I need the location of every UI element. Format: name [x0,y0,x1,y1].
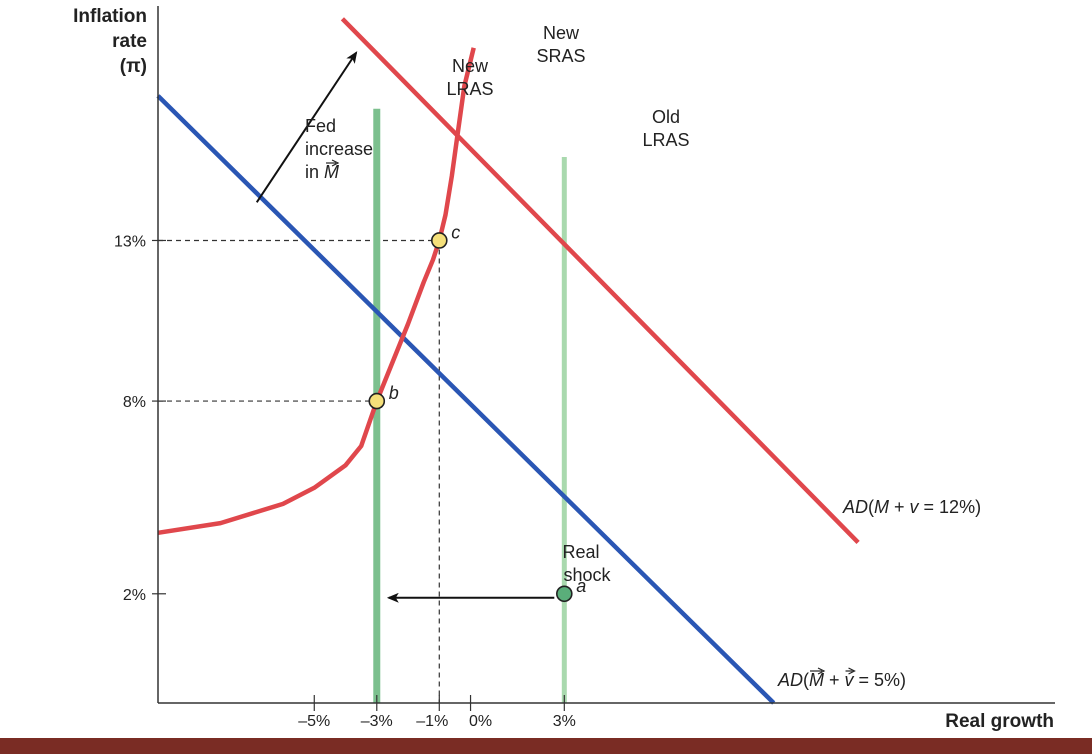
bottom-bar [0,738,1092,754]
real-shock-label-line-1: Real [562,542,599,562]
y-axis-title-line-1: Inflation [73,6,147,27]
new-sras-label-line-2: SRAS [536,46,585,66]
y-tick-label: 8% [123,394,146,411]
guides [158,239,440,703]
point-label-a: a [576,576,586,596]
old-lras-label-line-1: Old [652,107,680,127]
fed-label-line-2: increase [305,139,373,159]
point-b [368,392,386,410]
ad-low-label: AD(M + v = 5%) [777,670,906,690]
x-tick-label: –1% [416,713,448,730]
fed-label-line-1: Fed [305,116,336,136]
sras-curve [157,47,476,536]
vector-arrow-mark [817,667,826,675]
curves [156,17,860,705]
x-tick-label: 0% [469,713,492,730]
y-tick-label: 2% [123,587,146,604]
y-axis-title-line-2: rate [112,31,147,52]
new-lras-label-line-1: New [452,56,489,76]
points: a b c [326,159,856,675]
point-label-c: c [451,222,460,242]
ticks: –5% –3% –1% 0% 3% 2% 8% 13% [114,51,576,730]
point-c [430,232,448,249]
x-axis-title: Real growth [945,711,1054,732]
new-sras-label-line-1: New [543,23,580,43]
fed-label-line-3: in M [305,162,339,182]
point-label-b: b [389,383,399,403]
real-shock-label-line-2: shock [563,565,611,585]
x-tick-label: –5% [298,713,330,730]
vector-arrow-mark [331,159,340,167]
point-a [556,585,573,603]
ad-low-curve [156,94,776,705]
axes [157,6,1055,704]
vector-arrow-mark [848,667,856,675]
y-tick-label: 13% [114,233,146,250]
x-tick-label: 3% [553,713,576,730]
ad-high-curve [340,17,860,544]
x-tick-label: –3% [361,713,393,730]
fed-arrow [255,51,358,203]
new-lras-label-line-2: LRAS [446,79,493,99]
y-axis-title-line-3: (π) [120,56,147,77]
ad-high-label: AD(M + v = 12%) [842,497,981,517]
old-lras-label-line-2: LRAS [642,130,689,150]
